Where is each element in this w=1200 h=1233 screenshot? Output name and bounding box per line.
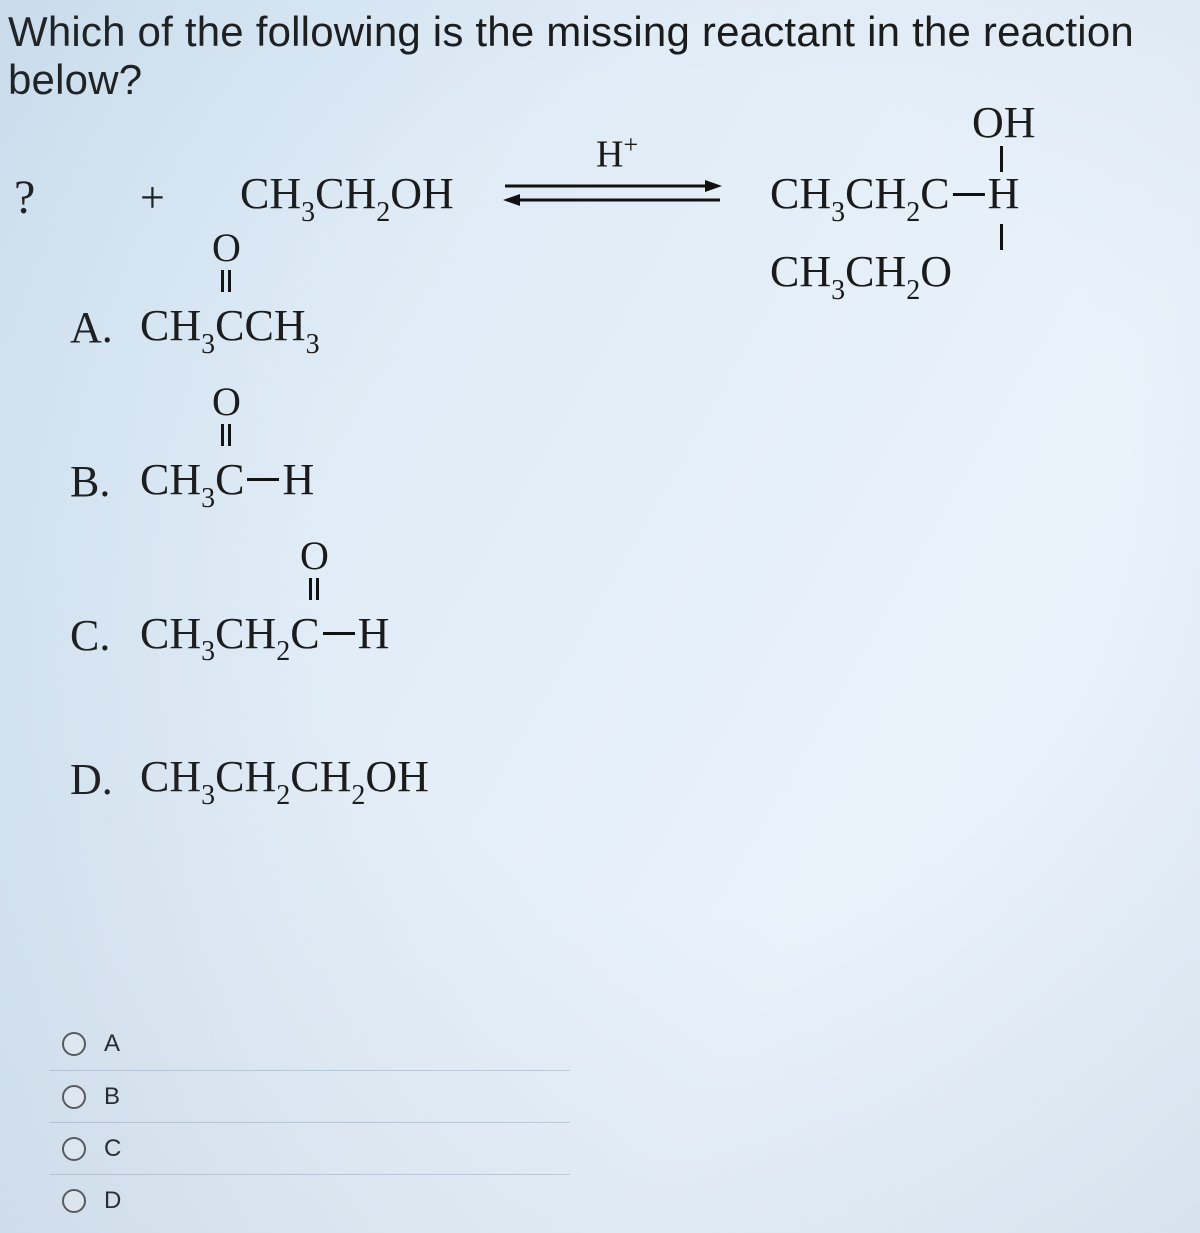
option-a: A. O CH3CCH3 xyxy=(70,300,770,356)
formula-text: CH xyxy=(140,752,201,801)
oxygen-atom: O xyxy=(300,536,329,576)
double-bond xyxy=(307,578,321,600)
subscript: 3 xyxy=(201,636,215,667)
radio-icon[interactable] xyxy=(62,1032,86,1056)
oxygen-atom: O xyxy=(212,382,241,422)
subscript: 3 xyxy=(201,780,215,811)
subscript: 3 xyxy=(201,483,215,514)
unknown-reactant-placeholder: ? xyxy=(14,170,35,225)
subscript: 2 xyxy=(906,197,920,228)
radio-icon[interactable] xyxy=(62,1137,86,1161)
formula-text: CH xyxy=(140,455,201,504)
option-c-structure: O CH3CH2CH xyxy=(140,608,389,664)
formula-text: C xyxy=(215,301,244,350)
option-label: A. xyxy=(70,302,140,353)
answer-row-c[interactable]: C xyxy=(50,1122,570,1174)
product-main-line: CH3CH2CH xyxy=(770,172,1019,224)
subscript: 2 xyxy=(376,197,390,228)
option-a-formula: CH3CCH3 xyxy=(140,301,320,350)
product-structure: OH CH3CH2CH CH3CH2O xyxy=(770,100,1019,302)
formula-text: H xyxy=(282,455,314,504)
option-label: B. xyxy=(70,456,140,507)
formula-text: O xyxy=(920,247,952,296)
hplus-sup: + xyxy=(623,130,638,159)
double-bond xyxy=(219,424,233,446)
single-bond xyxy=(953,193,985,196)
product-oh: OH xyxy=(972,100,1200,146)
formula-text: CH xyxy=(244,301,305,350)
answer-row-a[interactable]: A xyxy=(50,1018,570,1070)
hplus-h: H xyxy=(596,134,623,176)
option-label: C. xyxy=(70,610,140,661)
single-bond xyxy=(323,632,355,635)
answer-label: A xyxy=(104,1030,120,1058)
option-b-formula: CH3CH xyxy=(140,455,314,504)
formula-text: CH xyxy=(845,247,906,296)
carbonyl-o: O xyxy=(212,228,241,300)
formula-text: H xyxy=(358,609,390,658)
subscript: 2 xyxy=(276,636,290,667)
formula-text: H xyxy=(988,169,1020,218)
radio-icon[interactable] xyxy=(62,1189,86,1213)
answer-row-b[interactable]: B xyxy=(50,1070,570,1122)
subscript: 2 xyxy=(351,780,365,811)
question-text: Which of the following is the missing re… xyxy=(8,8,1180,104)
formula-text: C xyxy=(290,609,319,658)
subscript: 3 xyxy=(201,329,215,360)
option-c: C. O CH3CH2CH xyxy=(70,608,770,664)
option-d-formula: CH3CH2CH2OH xyxy=(140,752,429,801)
formula-text: CH xyxy=(140,301,201,350)
option-b-structure: O CH3CH xyxy=(140,454,314,510)
answer-label: D xyxy=(104,1187,121,1215)
reaction-scheme: ? + CH3CH2OH H+ OH CH3CH2CH CH3CH2O xyxy=(0,100,1200,300)
formula-text: CH xyxy=(770,169,831,218)
acid-catalyst-label: H+ xyxy=(596,130,638,177)
vertical-bond xyxy=(1000,224,1200,250)
answer-row-d[interactable]: D xyxy=(50,1174,570,1226)
formula-text: CH xyxy=(215,752,276,801)
formula-text: C xyxy=(920,169,949,218)
option-c-formula: CH3CH2CH xyxy=(140,609,389,658)
carbonyl-o: O xyxy=(300,536,329,608)
option-d-structure: CH3CH2CH2OH xyxy=(140,751,429,807)
formula-text: CH xyxy=(240,169,301,218)
answer-label: B xyxy=(104,1083,120,1111)
formula-text: CH xyxy=(315,169,376,218)
formula-text: CH xyxy=(845,169,906,218)
single-bond xyxy=(247,478,279,481)
answer-choices: A B C D xyxy=(50,1018,570,1226)
formula-text: C xyxy=(215,455,244,504)
options-list: A. O CH3CCH3 B. O CH3CH C. xyxy=(70,300,770,855)
option-a-structure: O CH3CCH3 xyxy=(140,300,320,356)
formula-text: CH xyxy=(215,609,276,658)
carbonyl-o: O xyxy=(212,382,241,454)
formula-text: CH xyxy=(290,752,351,801)
option-d: D. CH3CH2CH2OH xyxy=(70,751,770,807)
vertical-bond xyxy=(1000,146,1200,172)
answer-label: C xyxy=(104,1135,121,1163)
equilibrium-arrow xyxy=(500,172,725,212)
subscript: 2 xyxy=(276,780,290,811)
subscript: 3 xyxy=(831,197,845,228)
reagent-ethanol: CH3CH2OH xyxy=(240,168,454,226)
radio-icon[interactable] xyxy=(62,1085,86,1109)
double-bond xyxy=(219,270,233,292)
formula-text: OH xyxy=(365,752,429,801)
option-label: D. xyxy=(70,754,140,805)
subscript: 3 xyxy=(831,275,845,306)
formula-text: CH xyxy=(770,247,831,296)
oxygen-atom: O xyxy=(212,228,241,268)
product-bottom-line: CH3CH2O xyxy=(770,250,1019,302)
formula-text: CH xyxy=(140,609,201,658)
option-b: B. O CH3CH xyxy=(70,454,770,510)
subscript: 3 xyxy=(306,329,320,360)
subscript: 2 xyxy=(906,275,920,306)
subscript: 3 xyxy=(301,197,315,228)
formula-text: OH xyxy=(390,169,454,218)
plus-symbol: + xyxy=(140,172,165,223)
